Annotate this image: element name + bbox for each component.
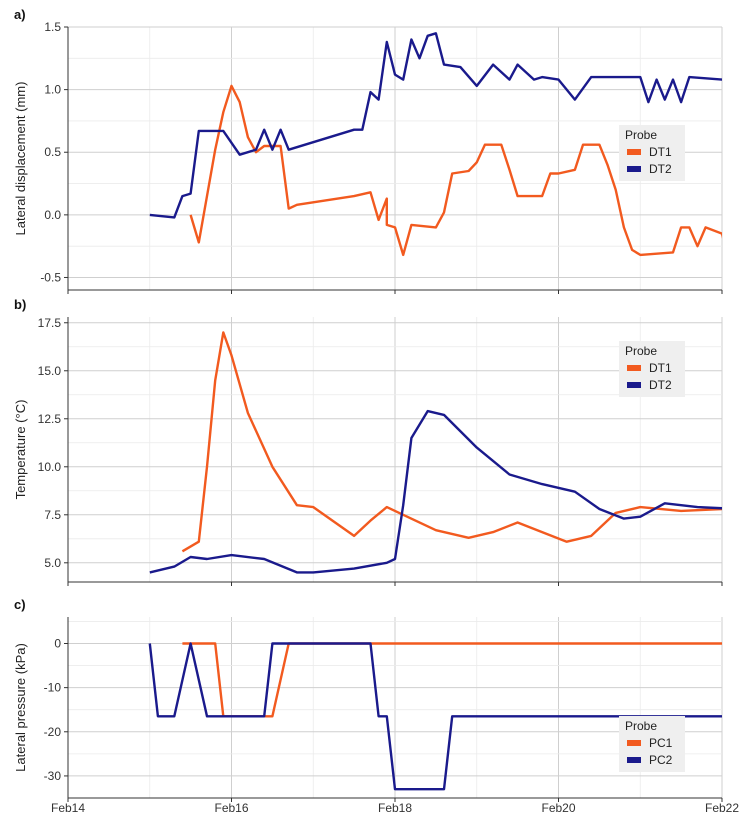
series-line-dt1: [181, 331, 722, 553]
legend-swatch-dt1: [627, 149, 641, 155]
legend: Probe PC1 PC2: [619, 716, 685, 772]
y-tick-label: -10: [44, 681, 62, 695]
legend-swatch-dt1: [627, 365, 641, 371]
legend-swatch-dt2: [627, 382, 641, 388]
y-tick-label: 17.5: [38, 316, 62, 330]
y-tick-label: 12.5: [38, 412, 62, 426]
legend-label-dt2: DT2: [649, 162, 672, 176]
x-tick-label: Feb18: [378, 801, 412, 815]
series-line-pc2: [148, 642, 722, 791]
panel-a: -0.5 0.0 0.5 1.0 1.5 Lateral displacement (mm…: [13, 7, 723, 294]
x-tick-label: Feb14: [51, 801, 85, 815]
y-tick-label: -0.5: [40, 270, 61, 284]
panel-label: c): [14, 597, 26, 612]
y-axis-label: Temperature (°C): [13, 400, 28, 500]
y-tick-label: 1.0: [44, 83, 61, 97]
legend-title: Probe: [625, 719, 657, 733]
legend-label-pc2: PC2: [649, 753, 673, 767]
series-line-dt2: [149, 32, 722, 219]
y-tick-label: 0.0: [44, 208, 61, 222]
panel-c: -30 -20 -10 0 Feb14 Feb16 Feb18 Feb20 Feb22 Later…: [13, 597, 739, 815]
y-tick-label: 0: [54, 636, 61, 650]
y-tick-label: 1.5: [44, 20, 61, 34]
legend-swatch-dt2: [627, 166, 641, 172]
legend: Probe DT1 DT2: [619, 125, 685, 181]
x-tick-label: Feb16: [214, 801, 248, 815]
y-axis-label: Lateral pressure (kPa): [13, 643, 28, 772]
legend-label-dt1: DT1: [649, 361, 672, 375]
legend: Probe DT1 DT2: [619, 341, 685, 397]
x-tick-label: Feb20: [541, 801, 575, 815]
series-line-dt1: [189, 84, 722, 257]
legend-label-dt1: DT1: [649, 145, 672, 159]
y-tick-label: -30: [44, 769, 62, 783]
y-tick-label: -20: [44, 725, 62, 739]
legend-swatch-pc1: [627, 740, 641, 746]
y-tick-label: 5.0: [44, 556, 61, 570]
legend-title: Probe: [625, 344, 657, 358]
x-tick-label: Feb22: [705, 801, 739, 815]
panel-b: 5.0 7.5 10.0 12.5 15.0 17.5 Temperature (°C) b)…: [13, 297, 723, 586]
y-axis-label: Lateral displacement (mm): [13, 82, 28, 236]
series-line-dt2: [149, 409, 722, 574]
legend-title: Probe: [625, 128, 657, 142]
panel-label: b): [14, 297, 26, 312]
legend-label-dt2: DT2: [649, 378, 672, 392]
y-tick-label: 10.0: [38, 460, 62, 474]
y-tick-label: 7.5: [44, 508, 61, 522]
panel-label: a): [14, 7, 26, 22]
y-tick-label: 0.5: [44, 145, 61, 159]
legend-label-pc1: PC1: [649, 736, 673, 750]
legend-swatch-pc2: [627, 757, 641, 763]
y-tick-label: 15.0: [38, 364, 62, 378]
